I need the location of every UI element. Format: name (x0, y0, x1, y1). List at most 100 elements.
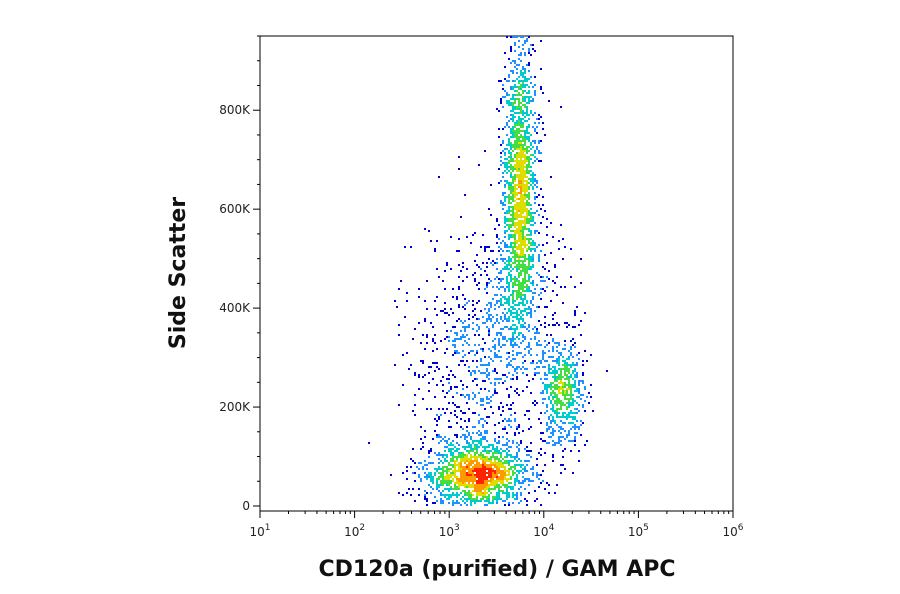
event-dot (484, 288, 486, 290)
event-dot (512, 312, 514, 314)
event-dot (524, 156, 526, 158)
event-dot (464, 470, 466, 472)
event-dot (494, 472, 496, 474)
event-dot (508, 140, 510, 142)
event-dot (514, 236, 516, 238)
event-dot (424, 490, 426, 492)
event-dot (528, 162, 530, 164)
event-dot (584, 350, 586, 352)
event-dot (528, 64, 530, 66)
event-dot (484, 450, 486, 452)
event-dot (542, 216, 544, 218)
event-dot (452, 440, 454, 442)
event-dot (556, 414, 558, 416)
event-dot (558, 240, 560, 242)
event-dot (524, 238, 526, 240)
event-dot (558, 416, 560, 418)
event-dot (540, 482, 542, 484)
event-dot (428, 476, 430, 478)
event-dot (508, 144, 510, 146)
event-dot (428, 382, 430, 384)
event-dot (572, 356, 574, 358)
event-dot (508, 396, 510, 398)
event-dot (528, 188, 530, 190)
event-dot (436, 362, 438, 364)
event-dot (566, 394, 568, 396)
event-dot (520, 148, 522, 150)
event-dot (428, 372, 430, 374)
event-dot (528, 352, 530, 354)
event-dot (494, 484, 496, 486)
event-dot (544, 374, 546, 376)
event-dot (526, 346, 528, 348)
event-dot (502, 176, 504, 178)
event-dot (508, 58, 510, 60)
event-dot (462, 454, 464, 456)
event-dot (516, 222, 518, 224)
event-dot (528, 258, 530, 260)
event-dot (544, 340, 546, 342)
event-dot (518, 220, 520, 222)
event-dot (528, 172, 530, 174)
event-dot (512, 208, 514, 210)
event-dot (480, 468, 482, 470)
event-dot (438, 416, 440, 418)
event-dot (524, 414, 526, 416)
event-dot (576, 412, 578, 414)
event-dot (502, 338, 504, 340)
event-dot (546, 234, 548, 236)
event-dot (500, 498, 502, 500)
event-dot (518, 314, 520, 316)
event-dot (504, 96, 506, 98)
event-dot (496, 476, 498, 478)
event-dot (490, 470, 492, 472)
event-dot (500, 152, 502, 154)
event-dot (558, 358, 560, 360)
event-dot (524, 244, 526, 246)
event-dot (484, 364, 486, 366)
event-dot (526, 120, 528, 122)
event-dot (472, 482, 474, 484)
event-dot (482, 234, 484, 236)
event-dot (510, 176, 512, 178)
event-dot (536, 366, 538, 368)
event-dot (564, 398, 566, 400)
event-dot (572, 326, 574, 328)
event-dot (494, 392, 496, 394)
event-dot (486, 482, 488, 484)
event-dot (552, 444, 554, 446)
event-dot (516, 368, 518, 370)
event-dot (504, 478, 506, 480)
event-dot (458, 448, 460, 450)
event-dot (482, 494, 484, 496)
event-dot (526, 212, 528, 214)
event-dot (502, 490, 504, 492)
event-dot (524, 76, 526, 78)
event-dot (538, 366, 540, 368)
event-dot (522, 300, 524, 302)
event-dot (492, 464, 494, 466)
event-dot (538, 260, 540, 262)
event-dot (556, 372, 558, 374)
event-dot (480, 484, 482, 486)
event-dot (552, 338, 554, 340)
event-dot (516, 260, 518, 262)
event-dot (482, 492, 484, 494)
event-dot (442, 384, 444, 386)
event-dot (426, 474, 428, 476)
event-dot (526, 308, 528, 310)
event-dot (434, 430, 436, 432)
event-dot (466, 494, 468, 496)
event-dot (452, 402, 454, 404)
event-dot (534, 336, 536, 338)
event-dot (478, 464, 480, 466)
event-dot (478, 454, 480, 456)
event-dot (516, 492, 518, 494)
event-dot (580, 424, 582, 426)
event-dot (514, 42, 516, 44)
event-dot (536, 180, 538, 182)
event-dot (468, 314, 470, 316)
event-dot (472, 412, 474, 414)
event-dot (494, 390, 496, 392)
event-dot (498, 480, 500, 482)
